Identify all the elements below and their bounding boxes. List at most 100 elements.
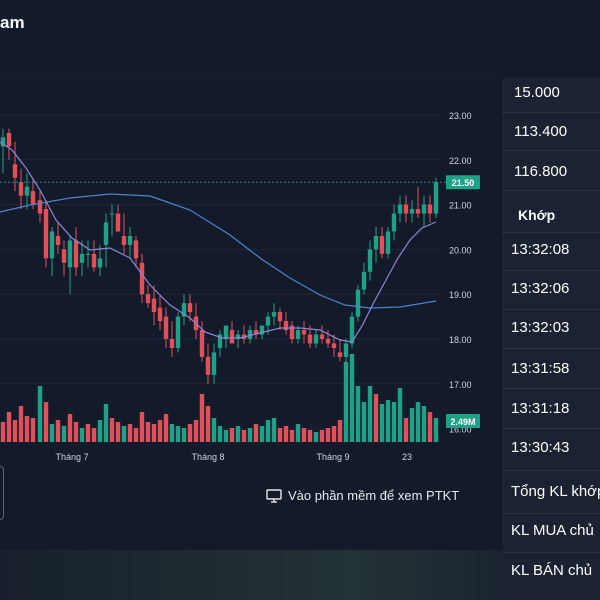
candle-body [331, 343, 337, 348]
volume-bar [187, 424, 193, 442]
divider [502, 190, 600, 191]
candle-body [30, 191, 36, 205]
candle-body [24, 186, 30, 196]
candle-body [415, 209, 421, 214]
trade-time: 13:30:43 [511, 439, 570, 456]
volume-bar [247, 428, 253, 442]
candle-body [373, 235, 379, 250]
volume-bar [169, 424, 175, 442]
candle-body [79, 253, 85, 263]
candle-body [235, 334, 241, 339]
candle-body [295, 330, 301, 339]
candle-body [73, 240, 79, 268]
volume-bar [103, 404, 109, 442]
candle-body [403, 204, 409, 214]
volume-bar [223, 430, 229, 442]
volume-bar [175, 426, 181, 442]
candle-body [109, 213, 115, 215]
volume-bar [67, 414, 73, 442]
trade-time: 13:31:58 [511, 360, 570, 377]
volume-bar [43, 402, 49, 442]
candle-body [163, 316, 169, 339]
y-tick-label: 23.00 [449, 111, 472, 121]
volume-bar [337, 420, 343, 442]
candle-body [391, 213, 397, 232]
volume-bar [199, 394, 205, 442]
divider [502, 232, 600, 233]
volume-bar [85, 424, 91, 442]
volume-bar [313, 432, 319, 442]
price-chart-panel[interactable]: 23.00 22.00 21.00 20.00 19.00 18.00 17.00 16.00… [0, 80, 500, 550]
candle-body [307, 334, 313, 344]
volume-bar [355, 386, 361, 442]
divider [502, 348, 600, 349]
candle-body [157, 307, 163, 322]
candle-body [337, 352, 343, 357]
candle-body [325, 339, 331, 344]
candle-body [217, 334, 223, 348]
volume-bar [229, 428, 235, 442]
volume-bar [73, 422, 79, 442]
y-tick-label: 20.00 [449, 245, 472, 255]
volume-bar [433, 418, 439, 442]
trade-time: 13:31:18 [511, 400, 570, 417]
candle-body [12, 164, 18, 178]
candle-body [175, 316, 181, 348]
divider [502, 428, 600, 429]
candle-body [223, 325, 229, 339]
volume-bar [115, 422, 121, 442]
candle-body [37, 200, 43, 214]
candle-body [433, 182, 439, 214]
y-tick-label: 22.00 [449, 156, 472, 166]
candle-body [409, 209, 415, 214]
volume-bar [133, 428, 139, 442]
volume-bar [349, 354, 355, 442]
candle-body [133, 240, 139, 259]
volume-bar [0, 422, 6, 442]
candle-body [421, 204, 427, 214]
volume-bar [91, 428, 97, 442]
price-level: 15.000 [514, 84, 560, 101]
ptkt-label: Vào phần mềm để xem PTKT [288, 488, 460, 503]
price-level: 113.400 [514, 123, 568, 140]
divider [502, 388, 600, 389]
volume-bar [253, 424, 259, 442]
candle-body [151, 298, 157, 313]
volume-bar [277, 428, 283, 442]
volume-bar [391, 402, 397, 442]
volume-bar [109, 418, 115, 442]
stat-total-volume: Tổng KL khớp [511, 483, 600, 500]
volume-bar [331, 426, 337, 442]
candle-body [301, 330, 307, 335]
volume-bar [367, 386, 373, 442]
last-volume-label: 2.49M [450, 417, 475, 427]
x-tick-label: Tháng 7 [55, 452, 88, 462]
bottom-strip [0, 550, 502, 600]
candle-body [91, 253, 97, 268]
last-price-label: 21.50 [452, 178, 475, 188]
volume-bar [30, 418, 36, 442]
divider [502, 150, 600, 151]
side-handle[interactable] [0, 466, 4, 520]
volume-bar [361, 402, 367, 442]
volume-bar [18, 406, 24, 442]
volume-bar [259, 426, 265, 442]
ptkt-link[interactable]: Vào phần mềm để xem PTKT [266, 488, 459, 503]
volume-bar [319, 430, 325, 442]
candle-body [181, 303, 187, 317]
volume-bar [307, 430, 313, 442]
volume-bar [271, 418, 277, 442]
volume-bar [415, 402, 421, 442]
volume-bar [163, 414, 169, 442]
candle-body [49, 231, 55, 259]
volume-bar [193, 420, 199, 442]
volume-bar [343, 362, 349, 442]
price-chart[interactable]: 23.00 22.00 21.00 20.00 19.00 18.00 17.00 16.00… [0, 80, 500, 550]
volume-bar [403, 418, 409, 442]
candle-body [367, 249, 373, 272]
volume-bar [12, 420, 18, 442]
candle-body [259, 325, 265, 335]
trade-time: 13:32:03 [511, 319, 570, 336]
volume-bar [157, 420, 163, 442]
volume-bar [325, 428, 331, 442]
